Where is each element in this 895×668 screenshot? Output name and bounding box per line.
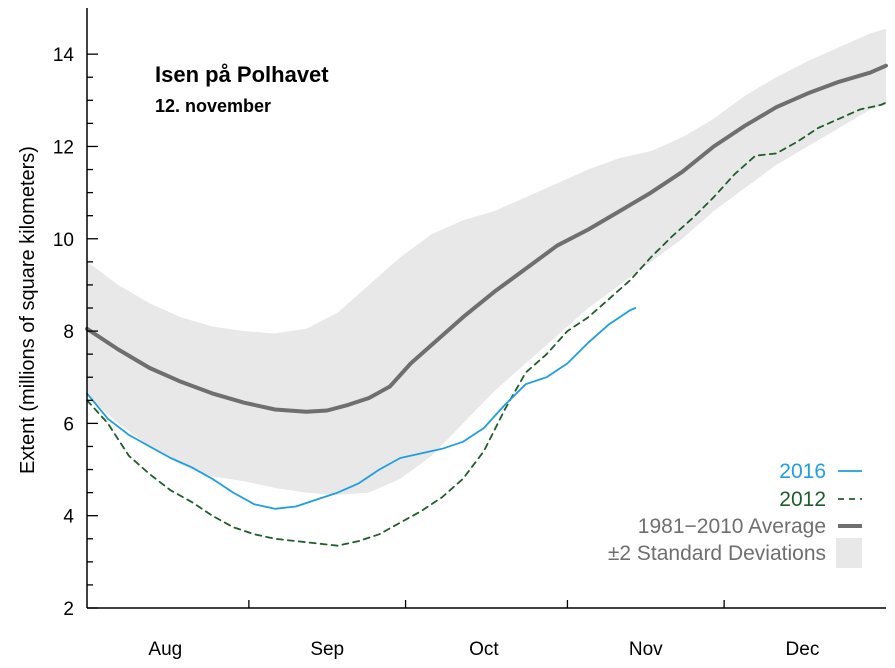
legend-entry: 1981−2010 Average [638, 515, 862, 538]
legend-entry: ±2 Standard Deviations [608, 538, 862, 568]
y-tick-label: 8 [63, 322, 74, 343]
x-tick-label: Aug [148, 639, 182, 660]
std-dev-band [87, 28, 886, 495]
legend-label: 2012 [779, 488, 826, 511]
y-tick-label: 6 [63, 414, 74, 435]
y-ticks: 2 4 6 8 10 12 14 [53, 45, 98, 620]
chart-subtitle: 12. november [155, 96, 271, 116]
chart-title: Isen på Polhavet [155, 62, 329, 87]
legend: 2016 2012 1981−2010 Average ±2 Standard Dev… [608, 460, 862, 568]
y-tick-label: 2 [63, 599, 74, 620]
legend-label: 1981−2010 Average [638, 515, 826, 538]
x-tick-label: Dec [786, 639, 820, 660]
y-tick-label: 12 [53, 137, 74, 158]
legend-entry: 2016 [779, 460, 862, 483]
legend-label: ±2 Standard Deviations [608, 542, 826, 565]
series-line-1981-2010-average [85, 63, 888, 414]
series-line-2016 [86, 307, 637, 510]
legend-label: 2016 [779, 460, 826, 483]
std-dev-band-layer [87, 28, 886, 495]
y-tick-label: 10 [53, 230, 74, 251]
legend-entry: 2012 [779, 488, 862, 511]
plot-area [85, 28, 888, 547]
series-line-2012 [86, 101, 887, 547]
x-tick-label: Nov [629, 639, 663, 660]
x-tick-label: Oct [469, 639, 499, 660]
x-tick-label: Sep [310, 639, 344, 660]
y-tick-label: 4 [63, 507, 74, 528]
x-ticks: Aug Sep Oct Nov Dec [148, 600, 819, 660]
axes: 2 4 6 8 10 12 14 Aug Sep Oct Nov Dec [53, 8, 886, 660]
series-lines-layer [85, 63, 888, 547]
y-tick-label: 14 [53, 45, 75, 66]
y-axis-label: Extent (millions of square kilometers) [17, 146, 39, 474]
legend-swatch [836, 538, 862, 568]
